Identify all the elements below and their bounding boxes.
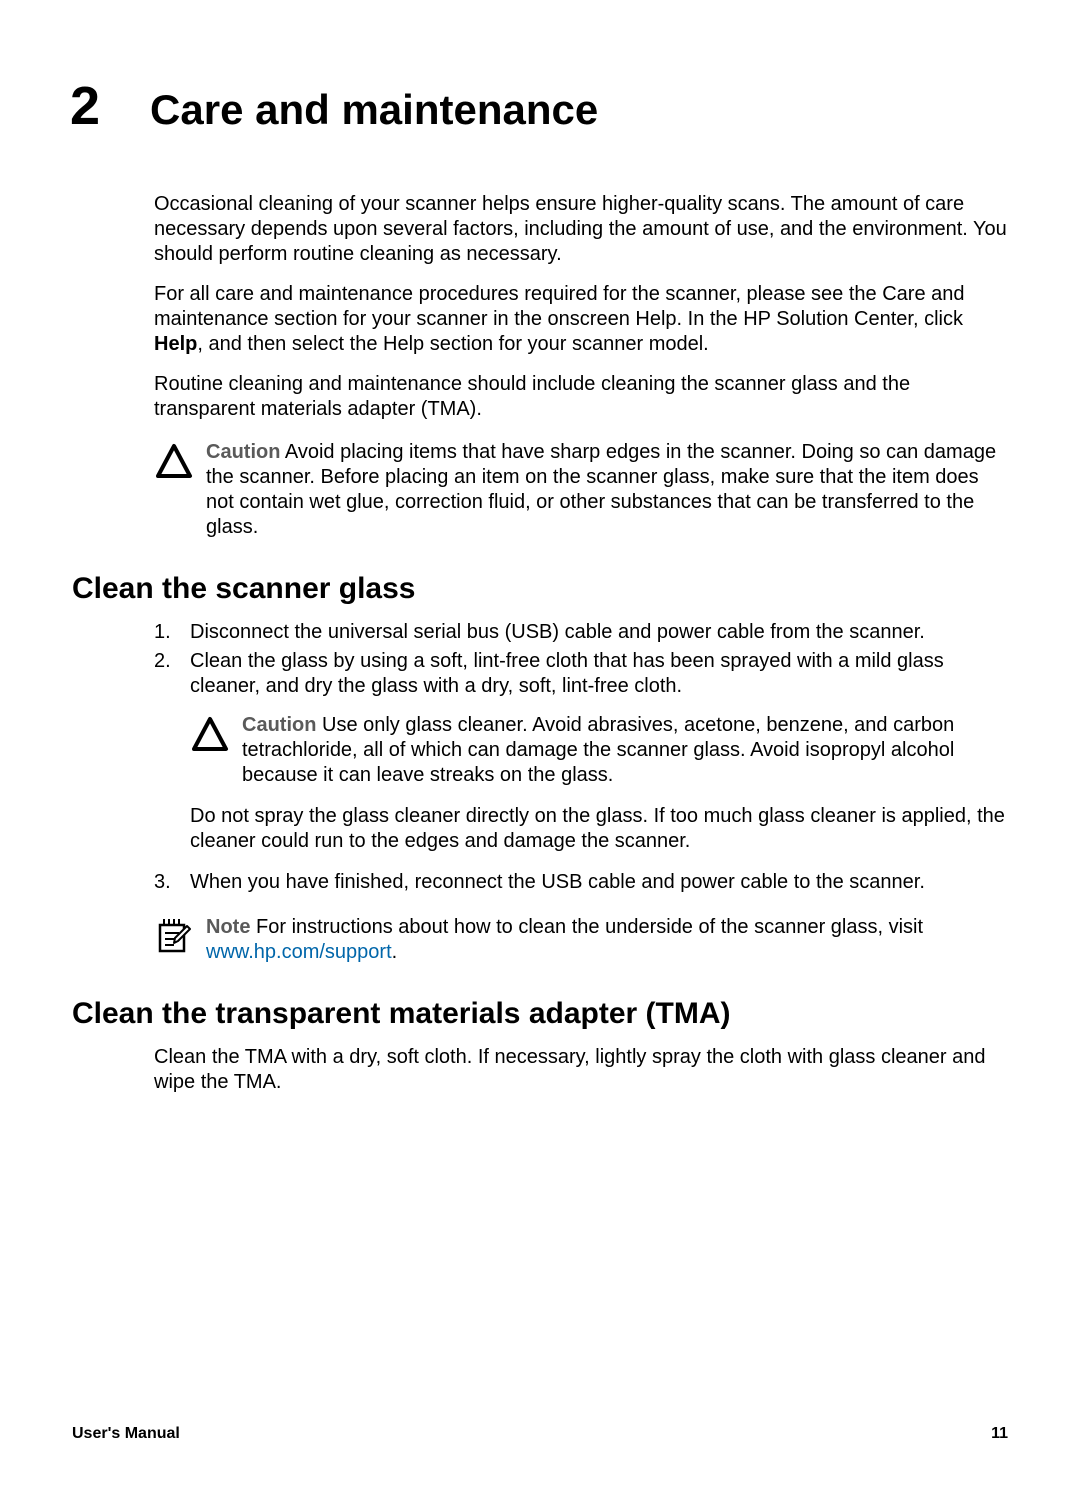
chapter-number: 2 [70, 75, 100, 137]
page-footer: User's Manual 11 [72, 1425, 1008, 1443]
step-3: 3. When you have finished, reconnect the… [154, 870, 1008, 895]
note-callout: Note For instructions about how to clean… [154, 915, 1008, 965]
step-2-text: Clean the glass by using a soft, lint-fr… [190, 649, 1008, 699]
step-3-text: When you have finished, reconnect the US… [190, 870, 1008, 895]
caution-2-text: Use only glass cleaner. Avoid abrasives,… [242, 714, 954, 786]
step-1-text: Disconnect the universal serial bus (USB… [190, 620, 1008, 645]
note-text-pre: For instructions about how to clean the … [250, 916, 923, 938]
caution-label: Caution [242, 714, 316, 736]
step-2-content: Clean the glass by using a soft, lint-fr… [190, 649, 1008, 866]
support-link[interactable]: www.hp.com/support [206, 941, 392, 963]
caution-1-text: Avoid placing items that have sharp edge… [206, 441, 996, 538]
step-3-num: 3. [154, 870, 190, 895]
note-text-post: . [392, 941, 398, 963]
caution-icon [190, 715, 230, 755]
steps-list: 1. Disconnect the universal serial bus (… [154, 620, 1008, 895]
caution-callout-1: Caution Avoid placing items that have sh… [154, 440, 1008, 540]
intro-p1: Occasional cleaning of your scanner help… [154, 192, 1008, 267]
step-2-num: 2. [154, 649, 190, 866]
chapter-header: 2 Care and maintenance [72, 75, 1008, 137]
footer-left: User's Manual [72, 1425, 180, 1443]
note-label: Note [206, 916, 250, 938]
step-1: 1. Disconnect the universal serial bus (… [154, 620, 1008, 645]
step-2-followup: Do not spray the glass cleaner directly … [190, 804, 1008, 854]
note-icon [154, 915, 194, 955]
caution-icon [154, 442, 194, 482]
intro-block: Occasional cleaning of your scanner help… [154, 192, 1008, 540]
intro-p2-post: , and then select the Help section for y… [197, 333, 708, 355]
step-2: 2. Clean the glass by using a soft, lint… [154, 649, 1008, 866]
intro-p3: Routine cleaning and maintenance should … [154, 372, 1008, 422]
section-2-p1: Clean the TMA with a dry, soft cloth. If… [154, 1045, 1008, 1095]
footer-page-number: 11 [991, 1425, 1008, 1443]
chapter-title: Care and maintenance [150, 86, 598, 134]
note-text-container: Note For instructions about how to clean… [206, 915, 1008, 965]
step-1-num: 1. [154, 620, 190, 645]
section-1-content: 1. Disconnect the universal serial bus (… [154, 620, 1008, 965]
section-2-heading: Clean the transparent materials adapter … [72, 997, 1008, 1031]
intro-p2-pre: For all care and maintenance procedures … [154, 283, 965, 330]
caution-1-text-container: Caution Avoid placing items that have sh… [206, 440, 1008, 540]
caution-2-text-container: Caution Use only glass cleaner. Avoid ab… [242, 713, 1008, 788]
section-2-content: Clean the TMA with a dry, soft cloth. If… [154, 1045, 1008, 1095]
caution-callout-2: Caution Use only glass cleaner. Avoid ab… [190, 713, 1008, 788]
intro-p2: For all care and maintenance procedures … [154, 282, 1008, 357]
intro-p2-bold: Help [154, 333, 197, 355]
caution-label: Caution [206, 441, 280, 463]
section-1-heading: Clean the scanner glass [72, 572, 1008, 606]
